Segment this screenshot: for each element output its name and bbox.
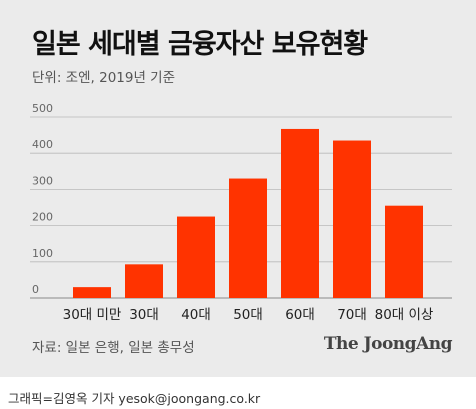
chart-unit-note: 단위: 조엔, 2019년 기준: [32, 70, 176, 86]
bar-4: [281, 128, 319, 298]
x-category-label: 70대: [337, 307, 367, 323]
y-tick-label: 200: [32, 211, 53, 224]
bar-2: [177, 216, 215, 298]
x-category-label: 30대 미만: [63, 307, 122, 323]
y-tick-label: 0: [32, 283, 39, 296]
source-note: 자료: 일본 은행, 일본 총무성: [32, 340, 195, 356]
chart-card: 일본 세대별 금융자산 보유현황 단위: 조엔, 2019년 기준 0 100 20…: [0, 0, 476, 377]
bar-0: [73, 287, 111, 298]
x-category-label: 50대: [233, 307, 263, 323]
x-category-label: 30대: [129, 307, 159, 323]
y-tick-label: 300: [32, 174, 53, 187]
x-category-label: 60대: [285, 307, 315, 323]
y-tick-label: 400: [32, 138, 53, 151]
x-category-label: 80대 이상: [375, 307, 434, 323]
chart-title: 일본 세대별 금융자산 보유현황: [32, 29, 368, 60]
bar-5: [333, 140, 371, 298]
graphic-credit: 그래픽=김영옥 기자 yesok@joongang.co.kr: [8, 391, 261, 406]
y-tick-label: 500: [32, 102, 53, 115]
x-category-label: 40대: [181, 307, 211, 323]
bar-3: [229, 178, 267, 298]
publisher-logo: The JoongAng: [323, 334, 453, 354]
bar-chart: 0 100 200 300 400 500 30대 미만 30대 40대 50대 60대 70대 80대…: [30, 102, 452, 323]
bar-6: [385, 205, 423, 298]
bar-1: [125, 264, 163, 298]
y-tick-label: 100: [32, 247, 53, 260]
